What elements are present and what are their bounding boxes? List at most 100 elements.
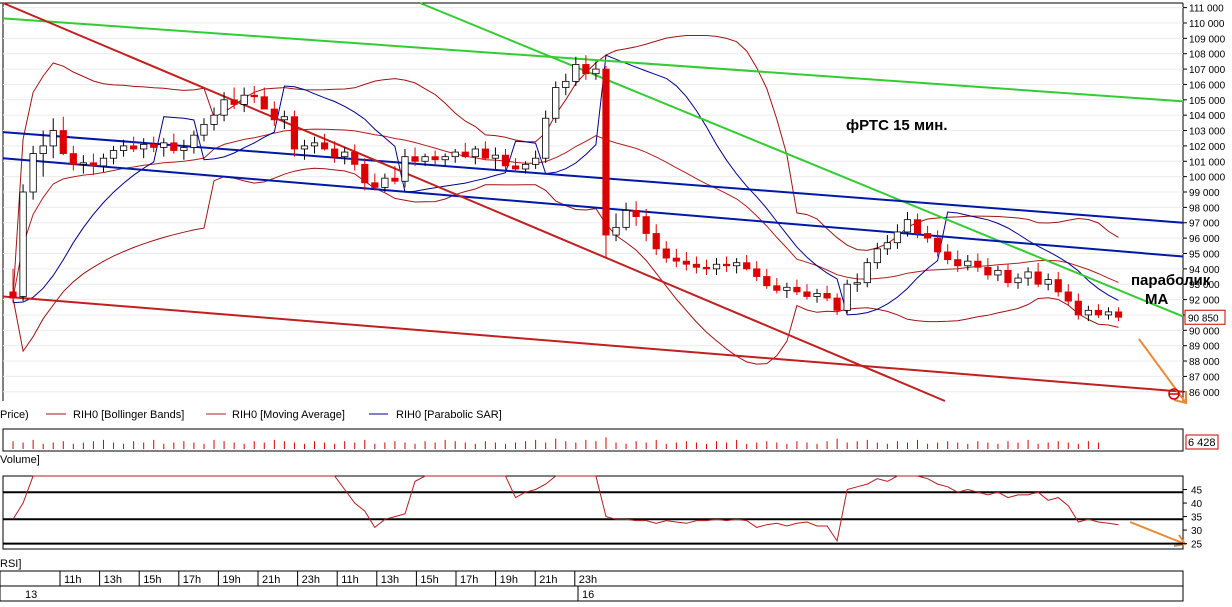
- time-tick-label: 21h: [262, 574, 280, 586]
- candle-body: [803, 291, 811, 297]
- candle-body: [622, 210, 630, 228]
- candle-body: [783, 286, 791, 291]
- candle-body: [521, 163, 530, 170]
- candle-body: [341, 151, 349, 158]
- candle: [401, 148, 409, 188]
- parabolic-sar: [12, 54, 1119, 316]
- candle-body: [1034, 271, 1042, 285]
- candle: [230, 87, 238, 110]
- candle-body: [220, 99, 228, 116]
- candle: [441, 153, 449, 166]
- candle: [471, 145, 479, 165]
- date-label-second: 16: [582, 589, 594, 601]
- rsi-tick-label: 25: [1191, 540, 1203, 551]
- candle: [923, 225, 932, 243]
- y-tick-label: 98 000: [1189, 203, 1220, 214]
- candles: [9, 55, 1123, 322]
- ma-label: МА: [1145, 291, 1168, 308]
- panel-frames: [0, 2, 1184, 602]
- candle-body: [79, 162, 87, 165]
- candle-body: [1004, 269, 1012, 284]
- candle: [753, 261, 761, 282]
- candle: [240, 87, 248, 113]
- candle: [994, 265, 1002, 282]
- candle-body: [572, 64, 580, 82]
- candle-body: [672, 257, 680, 262]
- trendline-blue-lower: [2, 157, 1184, 258]
- candle-body: [1014, 277, 1022, 284]
- trendline-red-steep: [2, 2, 946, 402]
- candle-body: [944, 251, 952, 261]
- candle-body: [99, 157, 108, 167]
- candle: [893, 224, 902, 249]
- indicator-legend: Price) RIH0 [Bollinger Bands] RIH0 [Movi…: [0, 409, 502, 421]
- candle-body: [712, 263, 721, 270]
- candle: [351, 144, 359, 171]
- y-tick-label: 99 000: [1189, 188, 1220, 199]
- candle: [934, 230, 942, 257]
- candle-body: [954, 259, 962, 267]
- parabolic-label: параболик: [1131, 272, 1211, 289]
- candle-body: [532, 157, 540, 165]
- candle: [19, 184, 27, 302]
- candle-body: [250, 94, 258, 98]
- volume-label: Volume]: [0, 454, 40, 466]
- candle: [883, 235, 891, 256]
- candle: [361, 158, 369, 191]
- candle: [411, 147, 419, 166]
- candle-body: [692, 263, 701, 268]
- candle-body: [29, 153, 37, 193]
- candle-body: [602, 68, 610, 236]
- candle: [552, 81, 560, 123]
- candle: [1014, 273, 1022, 289]
- y-tick-label: 94 000: [1189, 265, 1220, 276]
- candle: [692, 256, 701, 274]
- candle: [863, 258, 871, 288]
- moving-average: [12, 128, 1119, 299]
- candle-body: [401, 156, 409, 182]
- candle: [130, 136, 138, 153]
- y-tick-label: 87 000: [1189, 372, 1220, 383]
- candle: [783, 282, 791, 299]
- trendline-red-base: [2, 295, 1184, 393]
- volume-bars: [12, 437, 1099, 449]
- candle-body: [471, 148, 479, 158]
- candle: [853, 273, 861, 292]
- time-tick-label: 17h: [460, 574, 478, 586]
- last-price-tag: [1184, 309, 1226, 325]
- candle: [140, 138, 148, 159]
- candle: [280, 110, 288, 130]
- candle-body: [1044, 279, 1052, 285]
- candle-body: [773, 285, 781, 291]
- candle-body: [391, 177, 399, 182]
- candle-body: [853, 282, 861, 285]
- y-tick-label: 105 000: [1189, 96, 1226, 107]
- candle: [913, 213, 922, 239]
- candle: [341, 147, 349, 165]
- candle-body: [702, 266, 711, 270]
- legend-bb: RIH0 [Bollinger Bands]: [73, 409, 184, 421]
- candle: [210, 107, 218, 131]
- candle: [542, 110, 550, 163]
- candle-body: [361, 163, 369, 184]
- candle: [290, 110, 299, 157]
- trendlines: [2, 2, 1184, 402]
- candle-body: [190, 134, 198, 148]
- candle: [843, 279, 851, 314]
- y-tick-label: 108 000: [1189, 50, 1226, 61]
- candle: [501, 148, 510, 171]
- time-tick-label: 15h: [420, 574, 438, 586]
- rsi-tick-label: 45: [1191, 486, 1203, 497]
- candle: [29, 145, 37, 200]
- candle-body: [1074, 300, 1082, 316]
- candle-body: [140, 143, 148, 150]
- y-tick-label: 93 000: [1189, 280, 1220, 291]
- candle-body: [843, 283, 851, 311]
- candle-body: [411, 156, 419, 162]
- candle: [170, 133, 178, 154]
- candle-body: [69, 153, 77, 165]
- time-tick-label: 23h: [579, 574, 597, 586]
- candle: [1114, 307, 1123, 322]
- candle: [582, 55, 590, 80]
- candle-body: [893, 231, 902, 244]
